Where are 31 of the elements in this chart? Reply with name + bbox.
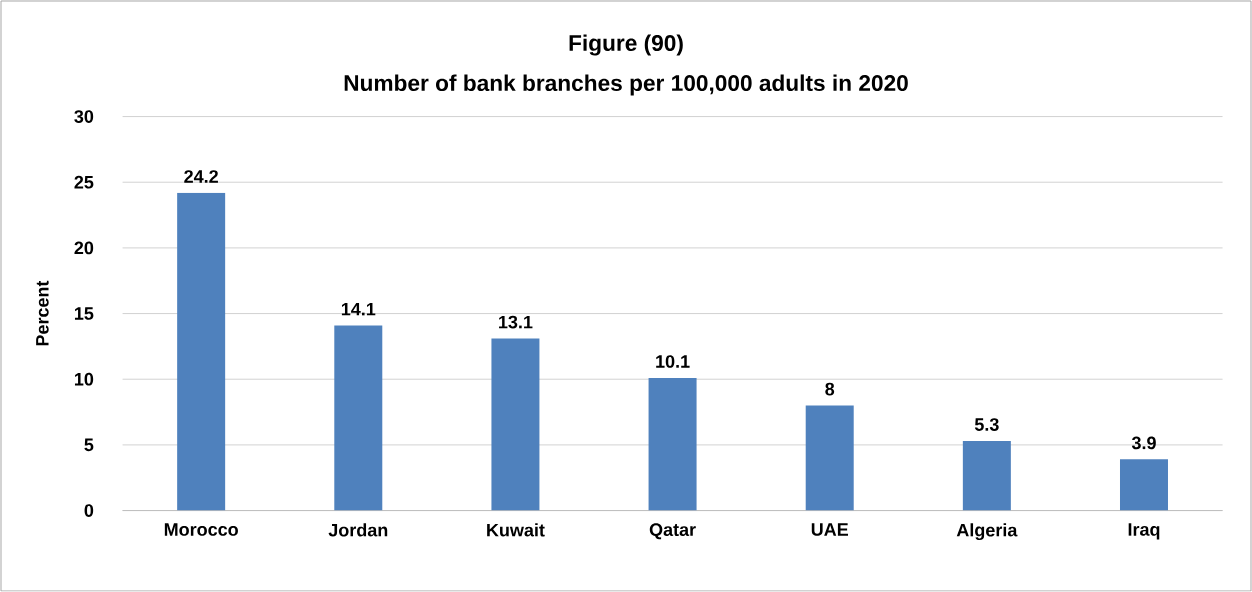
y-tick-label: 10 (74, 372, 94, 386)
y-tick-label: 15 (74, 307, 94, 320)
bar (177, 192, 226, 511)
bar (648, 377, 697, 511)
x-tick-label: Iraq (1128, 523, 1160, 540)
y-tick-label: 30 (74, 110, 94, 123)
data-label: 3.9 (1131, 436, 1156, 450)
x-tick-label: Algeria (956, 523, 1018, 541)
y-tick-label: 25 (74, 175, 94, 189)
x-tick-label: Kuwait (487, 523, 545, 537)
data-label: 14.1 (341, 302, 376, 316)
y-axis-title: Percent (36, 280, 49, 346)
x-tick-label: Qatar (649, 523, 696, 540)
y-tick-label: 20 (74, 241, 94, 255)
bar (962, 440, 1011, 511)
bar (805, 405, 854, 511)
data-label: 5.3 (974, 418, 999, 431)
data-label: 13.1 (499, 315, 533, 329)
y-tick-label: 0 (84, 504, 94, 517)
bar (491, 338, 540, 511)
x-tick-label: Morocco (164, 523, 238, 536)
chart-title: Figure (90) (569, 34, 683, 56)
bar (334, 325, 383, 511)
data-label: 10.1 (656, 355, 690, 368)
y-tick-label: 5 (84, 438, 94, 452)
data-label: 24.2 (184, 170, 218, 183)
x-tick-label: Jordan (328, 523, 388, 537)
data-label: 8 (825, 382, 835, 396)
x-tick-label: UAE (811, 523, 849, 536)
bar (1119, 459, 1168, 511)
chart-subtitle: Number of bank branches per 100,000 adults in 2020 (344, 74, 908, 96)
